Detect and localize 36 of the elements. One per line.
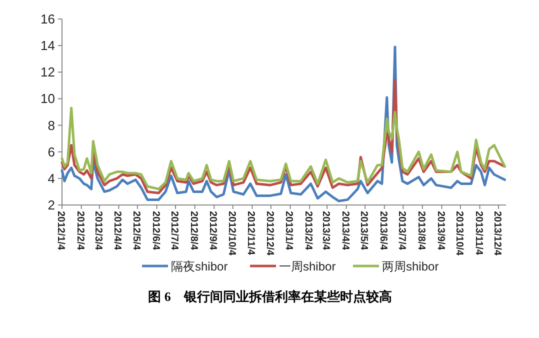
x-tick-label: 2013/9/4 [434,211,446,250]
x-tick-label: 2013/3/4 [320,211,332,250]
x-tick-label: 2012/8/4 [188,211,199,250]
x-tick-label: 2013/11/4 [472,211,484,256]
x-tick-label: 2012/10/4 [226,211,237,256]
x-tick-label: 2013/12/4 [492,211,503,256]
y-tick-label: 4 [48,170,55,186]
x-tick-label: 2012/12/4 [264,211,275,256]
legend-label: 两周shibor [382,260,439,274]
x-tick-label: 2013/10/4 [453,211,464,256]
x-tick-label: 2012/9/4 [207,211,218,250]
y-tick-label: 14 [40,38,55,54]
x-tick-label: 2012/2/4 [74,211,86,250]
x-tick-label: 2012/7/4 [168,211,180,250]
text: 图 6 银行间同业拆借利率在某些时点较高 [148,289,392,304]
x-tick-label: 2013/5/4 [358,211,370,250]
x-tick-label: 2012/1/4 [55,211,66,250]
x-tick-label: 2013/4/4 [339,211,350,250]
x-tick-label: 2012/11/4 [245,211,256,256]
x-tick-label: 2012/3/4 [92,211,104,250]
x-tick-label: 2013/6/4 [377,211,388,250]
x-tick-label: 2013/2/4 [302,211,314,250]
legend-label: 隔夜shibor [171,260,228,274]
x-tick-label: 2012/4/4 [112,211,123,250]
y-tick-label: 16 [40,12,55,26]
x-tick-label: 2012/5/4 [130,211,142,250]
y-tick-label: 2 [48,198,55,212]
x-tick-label: 2013/8/4 [415,211,426,250]
x-tick-label: 2012/6/4 [150,211,161,250]
legend-label: 一周shibor [279,260,336,274]
y-tick-label: 10 [40,91,55,106]
y-tick-label: 6 [48,144,55,160]
x-tick-label: 2013/1/4 [283,211,294,250]
y-tick-label: 8 [48,118,55,133]
y-tick-label: 12 [40,64,55,80]
x-tick-label: 2013/7/4 [396,211,408,250]
